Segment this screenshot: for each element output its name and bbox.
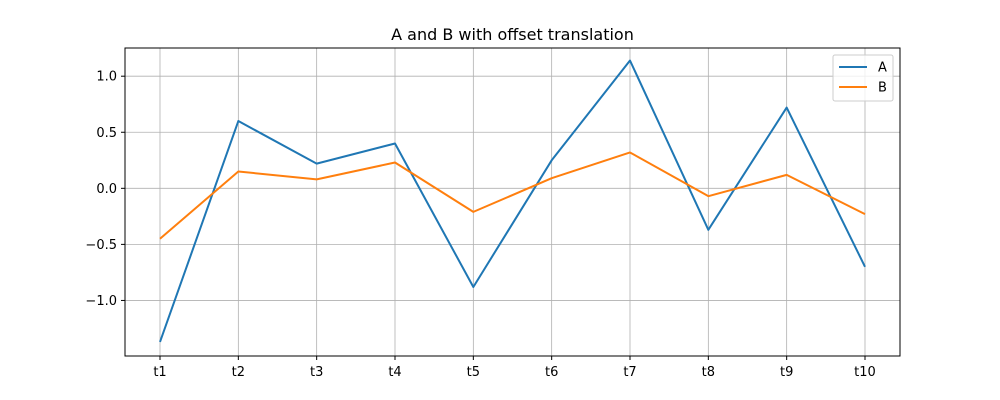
legend: A B xyxy=(832,54,894,102)
x-tick-label: t5 xyxy=(467,365,480,380)
x-tick-label: t4 xyxy=(388,365,401,380)
x-tick-label: t7 xyxy=(623,365,636,380)
series-line-b xyxy=(159,151,866,240)
x-tick-label: t1 xyxy=(153,365,166,380)
y-tick-label: 0.5 xyxy=(96,126,117,141)
y-axis-ticks: −1.0 −0.5 0.0 0.5 1.0 xyxy=(85,70,125,309)
series-lines xyxy=(159,59,866,343)
plot-frame xyxy=(124,47,901,357)
y-tick-label: 1.0 xyxy=(96,70,117,85)
x-axis-ticks: t1 t2 t3 t4 t5 t6 t7 t8 t9 t10 xyxy=(153,356,876,380)
legend-label-a: A xyxy=(878,61,887,76)
series-line-a xyxy=(159,59,866,343)
chart-title: A and B with offset translation xyxy=(391,25,634,44)
x-tick-label: t10 xyxy=(854,365,876,380)
grid xyxy=(125,48,900,356)
y-tick-label: −0.5 xyxy=(85,238,117,253)
x-tick-label: t2 xyxy=(232,365,245,380)
x-tick-label: t9 xyxy=(780,365,793,380)
y-tick-label: −1.0 xyxy=(85,294,117,309)
y-tick-label: 0.0 xyxy=(96,182,117,197)
legend-label-b: B xyxy=(878,81,887,96)
x-tick-label: t8 xyxy=(702,365,715,380)
x-tick-label: t6 xyxy=(545,365,558,380)
x-tick-label: t3 xyxy=(310,365,323,380)
